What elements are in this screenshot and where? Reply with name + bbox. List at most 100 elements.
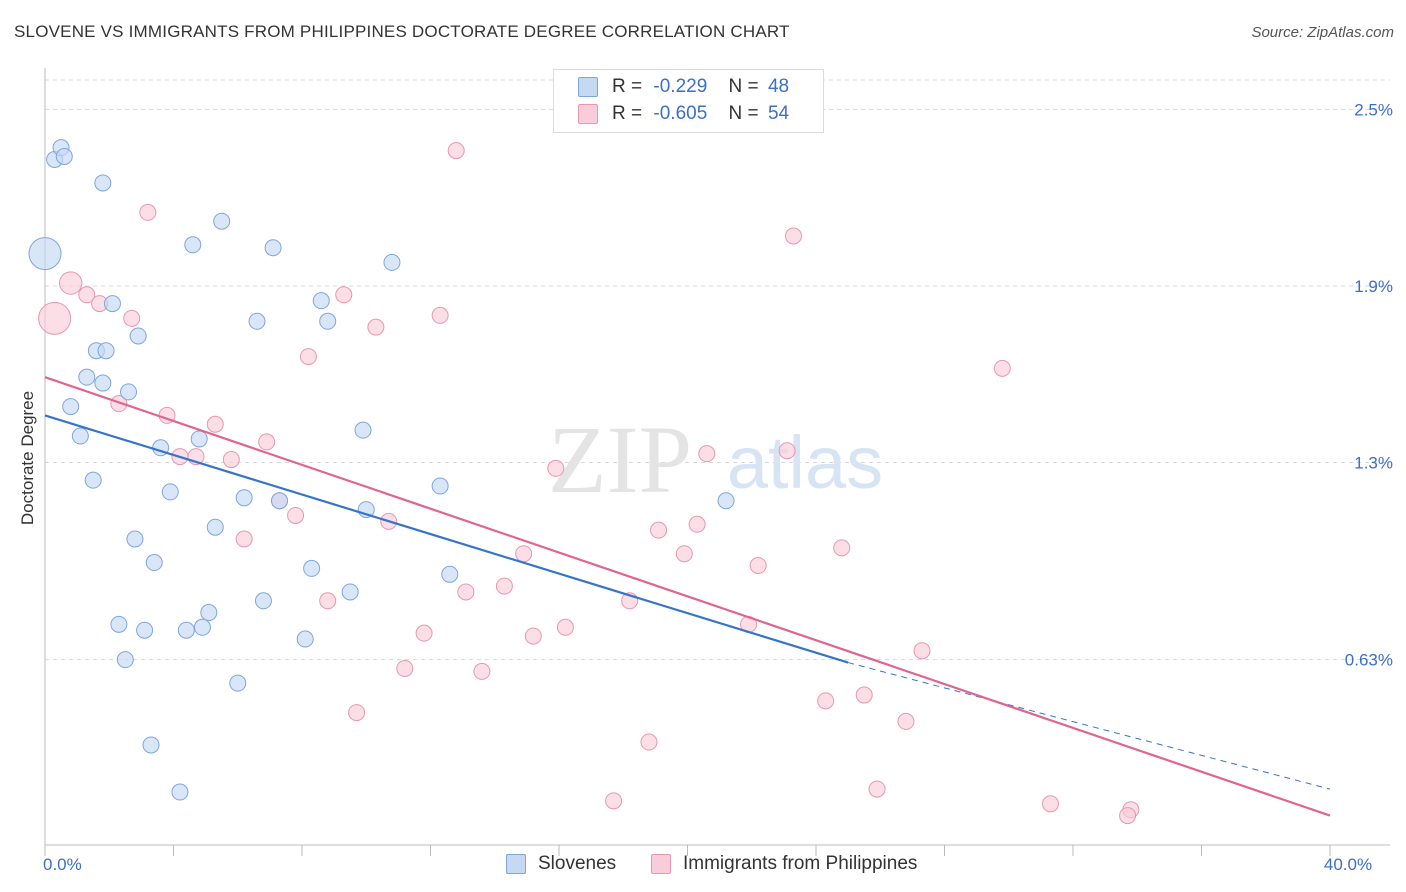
slovenes-point — [126, 530, 144, 548]
philippines-point — [650, 521, 668, 539]
slovenes-point — [136, 621, 154, 639]
philippines-point — [319, 592, 337, 610]
slovenes-point — [206, 518, 224, 536]
slovenes-point — [254, 592, 272, 610]
philippines-point — [110, 395, 128, 413]
philippines-point — [515, 545, 533, 563]
legend-n-label: N = — [728, 76, 759, 97]
philippines-point — [139, 203, 157, 221]
philippines-point — [547, 459, 565, 477]
slovenes-point — [319, 312, 337, 330]
slovenes-point — [235, 489, 253, 507]
stats-legend: R = -0.229 N = 48 R = -0.605 N = 54 — [553, 69, 824, 133]
philippines-point — [123, 309, 141, 327]
legend-n-label: N = — [728, 103, 759, 124]
philippines-point — [287, 506, 305, 524]
legend-swatch-pink — [578, 104, 598, 124]
slovenes-point — [383, 253, 401, 271]
tick-labels: 0.63% 1.3% 1.9% 2.5% 0.0% 40.0% — [43, 100, 1393, 874]
slovenes-point — [94, 174, 112, 192]
slovenes-point — [71, 427, 89, 445]
philippines-point — [396, 659, 414, 677]
slovenes-point — [229, 674, 247, 692]
slovenes-point — [441, 565, 459, 583]
philippines-point — [868, 780, 886, 798]
philippines-point — [38, 301, 72, 335]
philippines-point — [367, 318, 385, 336]
slovenes-point — [296, 630, 314, 648]
philippines-point — [1119, 807, 1137, 825]
slovenes-point — [717, 492, 735, 510]
bottom-legend-label-slovenes: Slovenes — [538, 853, 617, 874]
philippines-point — [524, 627, 542, 645]
trend-lines — [44, 376, 1331, 817]
philippines-point — [675, 545, 693, 563]
watermark: ZIP atlas — [548, 406, 883, 513]
slovenes-point — [78, 368, 96, 386]
philippines-point — [431, 306, 449, 324]
philippines-point — [640, 733, 658, 751]
slovenes-point — [171, 783, 189, 801]
philippines-point — [457, 583, 475, 601]
x-tick-label: 40.0% — [1324, 855, 1372, 874]
philippines-point — [415, 624, 433, 642]
philippines-point — [785, 227, 803, 245]
slovenes-point — [303, 559, 321, 577]
philippines-point — [688, 515, 706, 533]
philippines-point — [698, 445, 716, 463]
slovenes-point — [94, 374, 112, 392]
slovenes-point — [103, 295, 121, 313]
slovenes-point — [161, 483, 179, 501]
philippines-point — [495, 577, 513, 595]
philippines-point — [749, 556, 767, 574]
y-axis-label: Doctorate Degree — [18, 391, 37, 525]
philippines-point — [556, 618, 574, 636]
slovenes-point — [28, 237, 62, 271]
y-tick-label: 1.9% — [1354, 277, 1393, 296]
gridlines — [45, 79, 1390, 661]
slovenes-point — [62, 398, 80, 416]
y-tick-label: 1.3% — [1354, 454, 1393, 473]
slovenes-point — [200, 604, 218, 622]
y-tick-label: 0.63% — [1345, 651, 1393, 670]
legend-r-value-philippines: -0.605 — [653, 103, 708, 124]
x-tick-label: 0.0% — [43, 855, 82, 874]
philippines-point — [222, 451, 240, 469]
bottom-legend-swatch-blue — [506, 854, 526, 874]
philippines-trend-line — [44, 376, 1331, 817]
legend-n-value-philippines: 54 — [767, 103, 790, 124]
legend-swatch-blue — [578, 77, 598, 97]
slovenes-trend-line — [44, 414, 849, 664]
philippines-point — [778, 442, 796, 460]
axes — [44, 68, 1390, 856]
slovenes-point — [129, 327, 147, 345]
bottom-legend-swatch-pink — [651, 854, 671, 874]
slovenes-point — [213, 212, 231, 230]
philippines-point — [855, 686, 873, 704]
slovenes-point — [341, 583, 359, 601]
philippines-point — [258, 433, 276, 451]
slovenes-point — [193, 618, 211, 636]
slovenes-point — [190, 430, 208, 448]
philippines-point — [78, 286, 96, 304]
philippines-point — [817, 692, 835, 710]
slovenes-point — [312, 292, 330, 310]
slovenes-point — [271, 492, 289, 510]
philippines-point — [58, 271, 83, 295]
slovenes-point — [142, 736, 160, 754]
slovenes-point — [145, 554, 163, 572]
philippines-point — [473, 662, 491, 680]
y-tick-label: 2.5% — [1354, 100, 1393, 119]
slovenes-point — [120, 383, 138, 401]
slovenes-point — [354, 421, 372, 439]
watermark-zip: ZIP — [548, 406, 692, 513]
slovenes-point — [431, 477, 449, 495]
series-slovenes-points — [28, 139, 735, 801]
slovenes-point — [110, 615, 128, 633]
slovenes-trend-extension — [847, 662, 1331, 790]
slovenes-point — [177, 621, 195, 639]
slovenes-point — [116, 651, 134, 669]
philippines-point — [913, 642, 931, 660]
philippines-point — [335, 286, 353, 304]
